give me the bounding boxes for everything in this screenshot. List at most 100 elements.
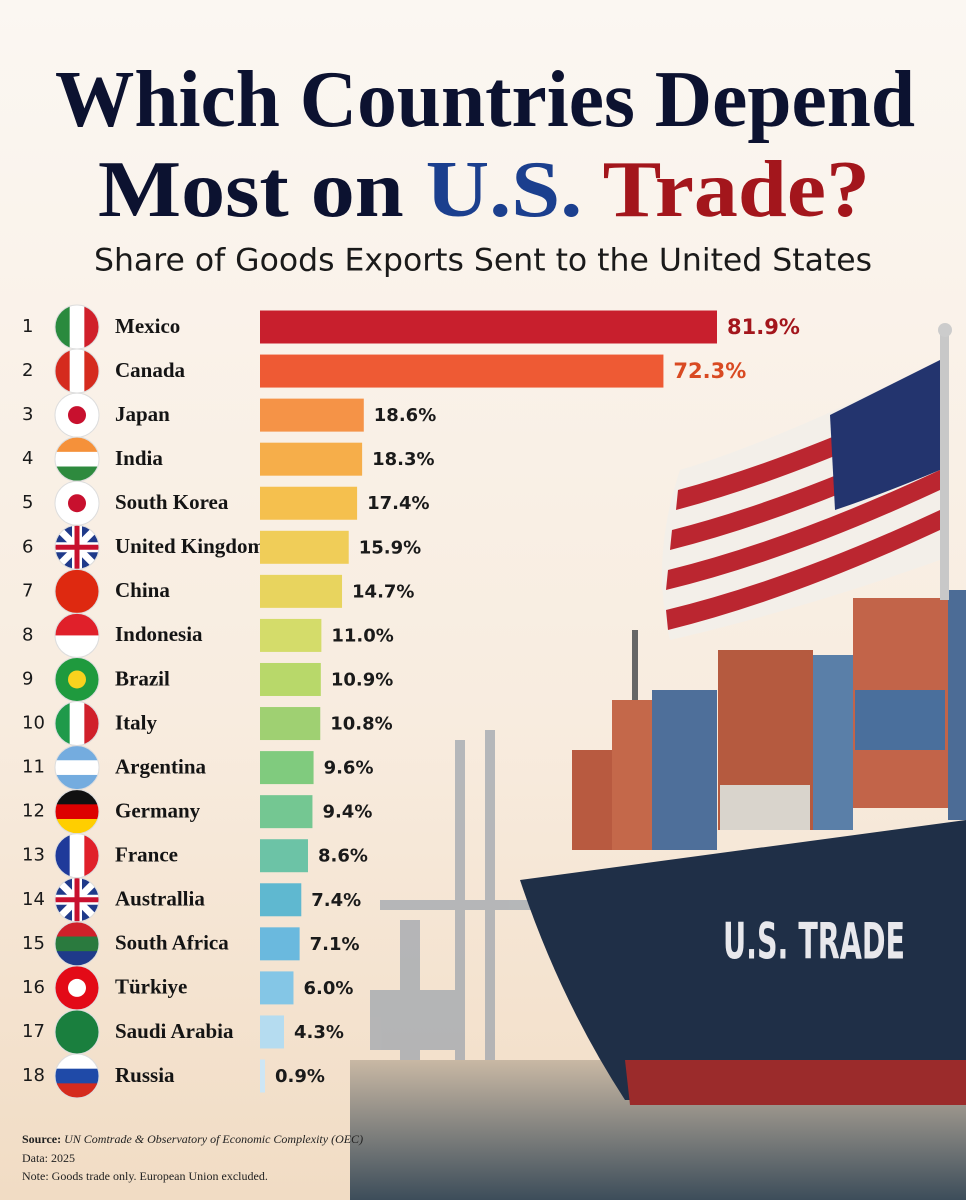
flag-stripe — [55, 437, 99, 453]
source-label: Source: — [22, 1132, 61, 1146]
data-note: Data: 2025 — [22, 1151, 75, 1165]
bar — [260, 574, 343, 608]
value-label: 10.9% — [331, 669, 393, 690]
value-label: 9.4% — [322, 802, 372, 823]
category-label: France — [115, 843, 178, 867]
flag-stripe — [55, 1054, 99, 1070]
flag-fill — [55, 1009, 99, 1054]
flag-stripe — [55, 1068, 99, 1084]
flag-fill — [55, 1054, 99, 1099]
category-label: Germany — [115, 798, 201, 822]
flag-fill — [55, 789, 99, 834]
flag-fill — [55, 569, 99, 614]
value-label: 81.9% — [727, 315, 800, 339]
flag-cross — [55, 877, 99, 922]
flag-stripe — [84, 701, 99, 746]
flag-stripe — [55, 921, 99, 938]
rank-label: 6 — [22, 536, 33, 557]
flag-stripe — [84, 349, 99, 394]
value-label: 7.4% — [311, 890, 361, 911]
value-label: 72.3% — [673, 359, 746, 383]
flag-stripe — [55, 774, 99, 790]
flag-emblem — [68, 978, 86, 997]
category-label: Brazil — [115, 666, 170, 690]
flag-emblem — [68, 494, 86, 513]
bar — [260, 486, 358, 520]
value-label: 8.6% — [318, 846, 368, 867]
flag-stripe — [84, 305, 99, 349]
flag-stripe — [55, 701, 71, 746]
flag-stripe — [69, 305, 85, 349]
flag-stripe — [55, 613, 99, 636]
rank-label: 4 — [22, 448, 33, 469]
category-label: Mexico — [115, 314, 180, 338]
rank-label: 7 — [22, 580, 33, 601]
flag-stripe — [55, 745, 99, 761]
flag-stripe — [55, 818, 99, 834]
category-label: Canada — [115, 358, 186, 382]
flag-fill — [55, 525, 99, 570]
flag-icon — [54, 789, 100, 835]
value-label: 17.4% — [367, 493, 429, 514]
title-part: Which Countries Depend — [55, 56, 915, 144]
category-label: United Kingdom — [115, 534, 265, 558]
flag-stripe — [55, 951, 99, 966]
ship-illustration — [350, 323, 966, 1200]
flag-icon — [54, 348, 100, 394]
category-label: China — [115, 578, 170, 602]
title-part: Most on — [98, 146, 404, 234]
flag-stripe — [69, 701, 85, 746]
flag-icon — [54, 524, 100, 570]
flag-fill — [55, 437, 99, 482]
flag-border — [54, 1053, 100, 1099]
flag-fill — [55, 393, 99, 438]
bar — [260, 662, 321, 696]
flag-stripe — [55, 635, 99, 658]
rank-label: 10 — [22, 713, 45, 734]
flag-fill — [55, 305, 99, 349]
category-label: Japan — [115, 402, 170, 426]
category-label: Russia — [115, 1063, 175, 1087]
bar — [260, 310, 717, 344]
flag-stripe — [55, 789, 99, 805]
flag-emblem — [68, 406, 86, 425]
bar — [260, 530, 349, 564]
bar — [260, 839, 308, 873]
flag-fill — [55, 657, 99, 702]
category-label: Argentina — [115, 754, 206, 778]
category-label: South Korea — [115, 490, 229, 514]
bar — [260, 795, 313, 829]
flag-fill — [55, 745, 99, 790]
category-label: India — [115, 446, 163, 470]
bar — [260, 707, 321, 741]
bar — [260, 1059, 266, 1093]
flag-stripe — [55, 466, 99, 482]
flag-fill — [55, 965, 99, 1010]
bar — [260, 442, 363, 476]
flag-stripe — [55, 1083, 99, 1099]
flag-icon — [54, 877, 100, 923]
flag-icon — [54, 436, 100, 482]
flag-stripe — [55, 760, 99, 776]
category-label: Indonesia — [115, 622, 203, 646]
bar — [260, 1015, 284, 1049]
flag-fill — [55, 613, 99, 658]
rank-label: 3 — [22, 404, 33, 425]
rank-label: 14 — [22, 889, 45, 910]
rank-label: 1 — [22, 316, 33, 337]
flag-stripe — [55, 804, 99, 820]
flag-icon — [54, 965, 100, 1011]
rank-label: 9 — [22, 668, 33, 689]
flag-cross — [55, 525, 99, 570]
flag-icon — [54, 480, 100, 526]
rank-label: 2 — [22, 360, 33, 381]
flag-fill — [55, 921, 99, 966]
flag-fill — [55, 481, 99, 526]
value-label: 7.1% — [310, 934, 360, 955]
rank-label: 15 — [22, 933, 45, 954]
rank-label: 8 — [22, 624, 33, 645]
flag-icon — [54, 1053, 100, 1099]
flag-emblem — [68, 670, 86, 689]
bar — [260, 398, 364, 432]
